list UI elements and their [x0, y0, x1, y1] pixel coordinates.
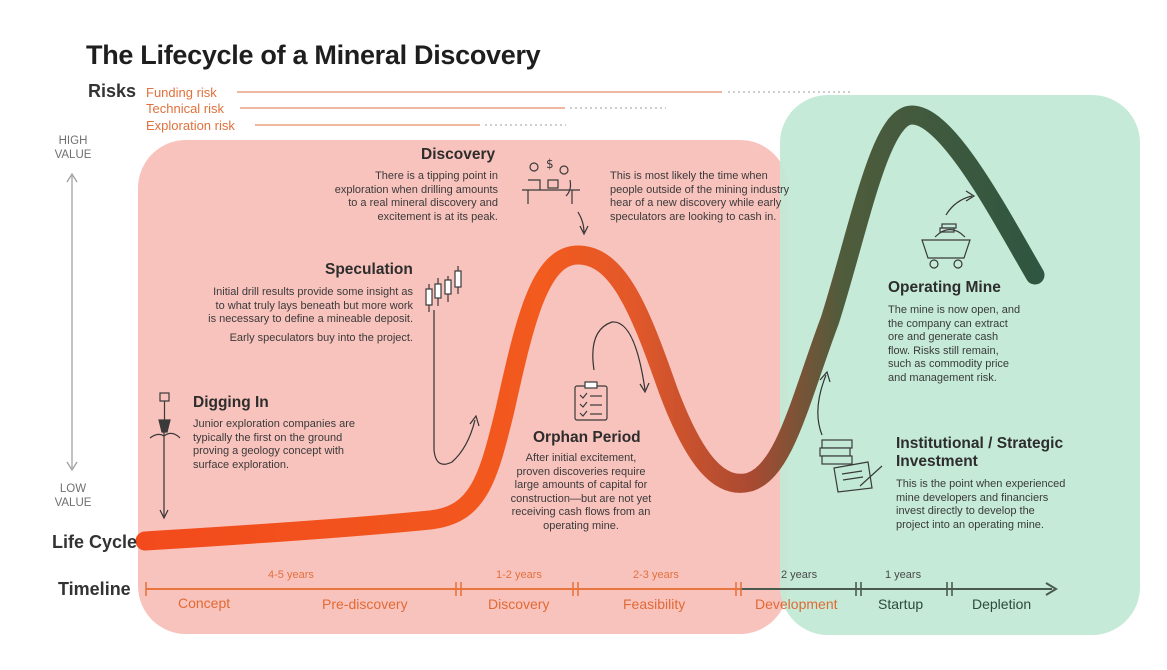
duration-discovery: 1-2 years: [496, 569, 542, 581]
office-meeting-icon: $: [522, 157, 580, 204]
green-zone: [780, 95, 1140, 635]
low-value-label: LOW VALUE: [48, 482, 98, 510]
speculation-text: Initial drill results provide some insig…: [163, 286, 413, 345]
duration-startup: 1 years: [885, 569, 922, 581]
mine-cart-icon: [921, 223, 971, 269]
duration-concept-prediscovery: 4-5 years: [268, 569, 314, 581]
duration-feasibility: 2-3 years: [633, 569, 679, 581]
digging-in-line: proving a geology concept with: [193, 445, 345, 457]
high-value-line1: HIGH: [58, 135, 88, 147]
discovery-note-line: speculators are looking to cash in.: [610, 210, 777, 223]
orphan-period-line: After initial excitement,: [525, 452, 637, 464]
phase-concept: Concept: [178, 595, 231, 611]
discovery-note-line: people outside of the mining industry: [610, 183, 790, 196]
phase-prediscovery: Pre-discovery: [322, 596, 408, 612]
orphan-period-line: operating mine.: [543, 519, 619, 532]
discovery-line: exploration when drilling amounts: [334, 183, 498, 196]
institutional-text: This is the point when experienced mine …: [896, 478, 1116, 532]
discovery-note-line: This is most likely the time when: [610, 170, 768, 182]
duration-development: 2 years: [781, 569, 818, 581]
digging-in-line: typically the first on the ground: [193, 431, 343, 444]
phase-depletion: Depletion: [972, 596, 1032, 612]
speculation-line: is necessary to define a mineable deposi…: [208, 313, 413, 325]
discovery-note-text: This is most likely the time when people…: [610, 170, 840, 224]
institutional-line: mine developers and financiers: [896, 491, 1049, 504]
digging-in-text: Junior exploration companies are typical…: [193, 418, 403, 472]
operating-mine-title: Operating Mine: [888, 279, 1001, 296]
low-value-line1: LOW: [59, 483, 87, 495]
phase-startup: Startup: [878, 596, 924, 612]
digging-in-line: Junior exploration companies are: [193, 418, 356, 430]
operating-mine-line: the company can extract: [888, 317, 1008, 330]
operating-mine-text: The mine is now open, and the company ca…: [888, 304, 1048, 385]
operating-mine-line: ore and generate cash: [888, 331, 999, 343]
operating-mine-line: and management risk.: [888, 371, 997, 384]
timeline-label: Timeline: [58, 579, 131, 599]
speculation-line: Early speculators buy into the project.: [229, 331, 413, 344]
discovery-text: There is a tipping point in exploration …: [298, 170, 498, 224]
svg-text:$: $: [546, 157, 554, 171]
operating-mine-line: flow. Risks still remain,: [888, 344, 999, 357]
institutional-title: Institutional / Strategic Investment: [896, 435, 1063, 471]
speculation-title: Speculation: [325, 261, 413, 278]
risk-lines: [237, 91, 852, 126]
value-axis-arrow: [66, 172, 78, 472]
orphan-period-text: After initial excitement, proven discove…: [488, 452, 674, 533]
operating-mine-line: The mine is now open, and: [888, 304, 1021, 316]
risks-label: Risks: [88, 81, 137, 101]
discovery-line: to a real mineral discovery and: [348, 197, 498, 209]
orphan-period-line: receiving cash flows from an: [511, 506, 651, 518]
phase-discovery: Discovery: [488, 596, 550, 612]
speculation-line: to what truly lays beneath but more work: [215, 299, 413, 312]
institutional-line: invest directly to develop the: [896, 505, 1035, 517]
diagram-title: The Lifecycle of a Mineral Discovery: [86, 40, 541, 70]
phase-feasibility: Feasibility: [623, 596, 686, 612]
institutional-line: This is the point when experienced: [896, 478, 1066, 490]
orphan-period-line: large amounts of capital for: [514, 479, 648, 491]
operating-mine-line: such as commodity price: [888, 358, 1010, 370]
discovery-title: Discovery: [421, 146, 496, 163]
orphan-period-line: proven discoveries require: [516, 465, 646, 478]
orphan-period-title: Orphan Period: [533, 429, 641, 446]
risk-funding: Funding risk: [146, 85, 217, 100]
risk-technical: Technical risk: [146, 101, 225, 116]
institutional-title-line: Investment: [896, 453, 978, 470]
life-cycle-label: Life Cycle: [52, 532, 138, 552]
high-value-label: HIGH VALUE: [48, 134, 98, 162]
discovery-line: excitement is at its peak.: [377, 210, 498, 223]
institutional-line: project into an operating mine.: [896, 518, 1044, 531]
clipboard-checklist-icon: [574, 381, 608, 421]
discovery-line: There is a tipping point in: [375, 170, 498, 182]
high-value-line2: VALUE: [54, 149, 92, 161]
risk-exploration: Exploration risk: [146, 118, 235, 133]
institutional-title-line: Institutional / Strategic: [896, 435, 1064, 452]
candlestick-chart-icon: [425, 266, 462, 312]
speculation-line: Initial drill results provide some insig…: [213, 286, 413, 298]
digging-in-line: surface exploration.: [193, 458, 289, 471]
phase-development: Development: [755, 596, 838, 612]
digging-in-title: Digging In: [193, 394, 269, 411]
red-zone: [138, 140, 788, 634]
cash-contract-icon: [819, 439, 883, 493]
orphan-period-line: construction—but are not yet: [510, 492, 652, 505]
shovel-icon: [149, 392, 181, 439]
lifecycle-curve: [135, 105, 1045, 551]
low-value-line2: VALUE: [54, 497, 92, 509]
discovery-note-line: hear of a new discovery while early: [610, 197, 782, 209]
timeline-bar: [145, 582, 1058, 596]
